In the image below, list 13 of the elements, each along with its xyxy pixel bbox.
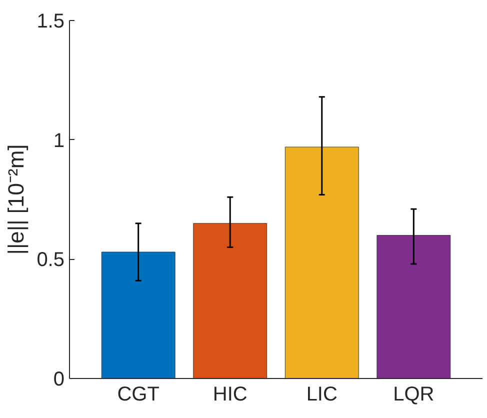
x-tick-label: CGT: [117, 384, 160, 406]
bar: [101, 252, 176, 378]
y-tick-label: 1.5: [36, 10, 65, 32]
x-tick-label: LQR: [393, 384, 434, 406]
x-tick-label: LIC: [306, 384, 338, 406]
y-tick-label: 0: [53, 368, 64, 390]
bar: [193, 223, 268, 378]
y-tick-label: 1: [53, 130, 64, 152]
y-tick-label: 0.5: [36, 249, 65, 272]
y-axis-title: ||e|| [10⁻²m]: [4, 144, 29, 255]
bar: [284, 146, 359, 378]
x-tick-label: HIC: [212, 384, 248, 406]
bar: [376, 235, 451, 378]
